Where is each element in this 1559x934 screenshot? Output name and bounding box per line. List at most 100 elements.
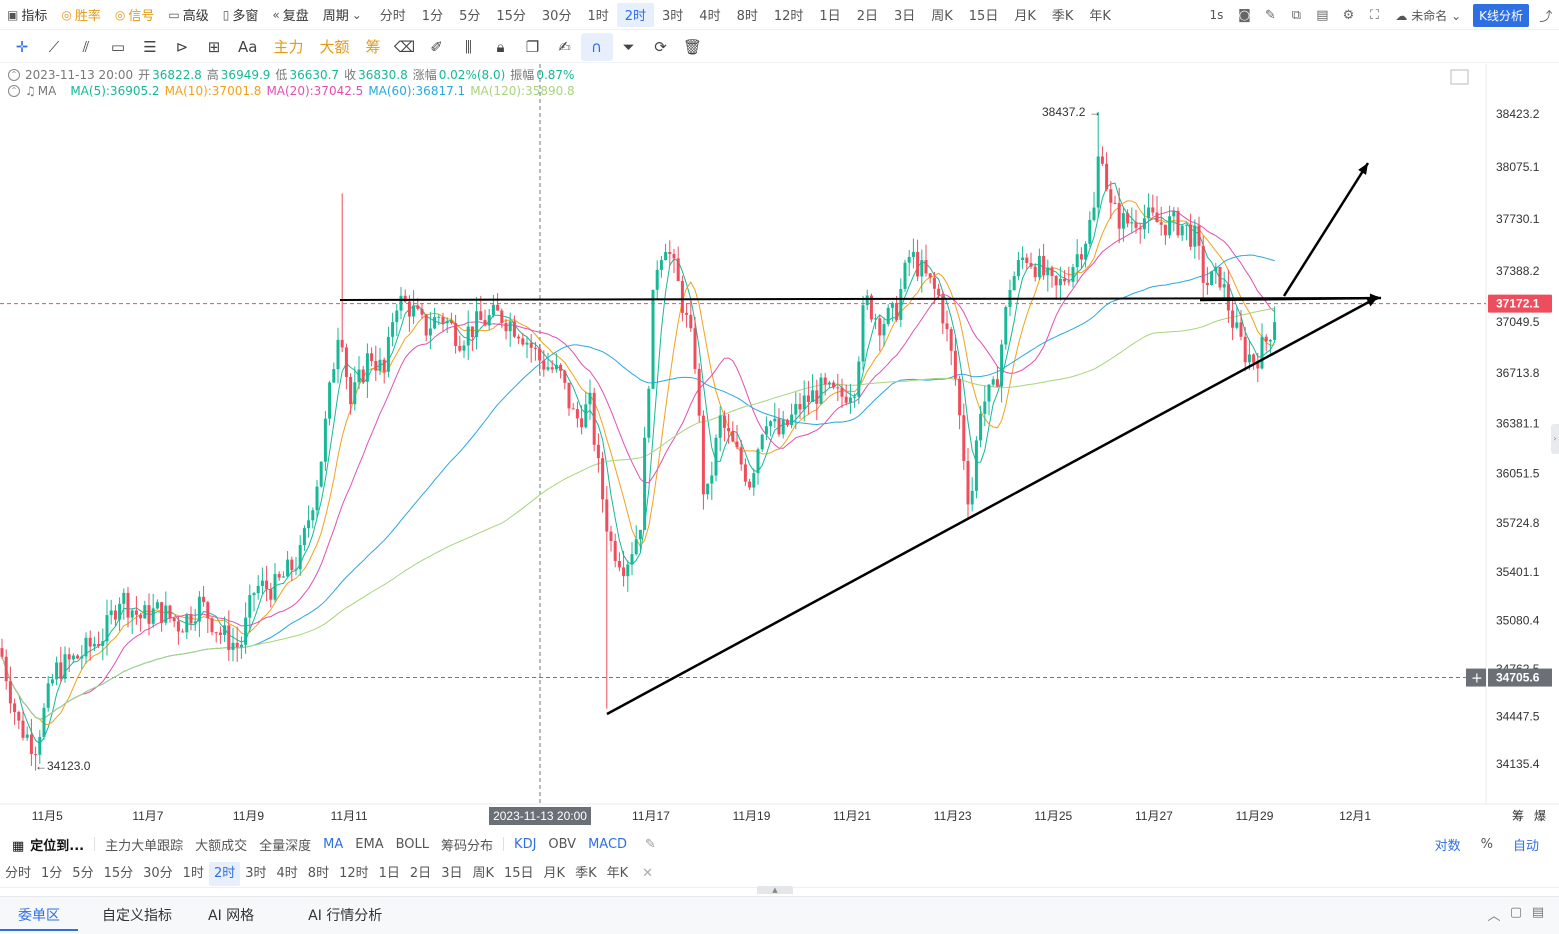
indicator-boll[interactable]: BOLL (395, 836, 430, 852)
period-6[interactable]: 2时 (616, 2, 655, 27)
tab-orders[interactable]: 委单区 (0, 901, 78, 931)
period-2[interactable]: 5分 (72, 865, 94, 881)
edit-indicators-icon[interactable]: ✎ (645, 836, 656, 852)
period-0[interactable]: 分时 (379, 9, 406, 24)
period-9[interactable]: 8时 (736, 9, 758, 24)
signal-menu[interactable]: ◎ 信号 (114, 7, 155, 25)
kline-chart[interactable]: 38423.2 38075.1 37730.1 37388.2 37049.5 36713… (0, 64, 1559, 830)
auto-scale-toggle[interactable]: 自动 (1512, 838, 1539, 854)
ruler-icon[interactable]: ⫼ (465, 37, 472, 56)
crosshair-icon[interactable]: ✛ (15, 37, 29, 56)
tab-custom-indicator[interactable]: 自定义指标 (102, 907, 172, 924)
window-icon[interactable]: ▤ (1531, 905, 1545, 920)
log-scale-toggle[interactable]: 对数 (1434, 838, 1461, 854)
period-18[interactable]: 年K (606, 865, 629, 881)
indicator-ema[interactable]: EMA (355, 836, 384, 852)
eraser-icon[interactable]: ⌫ (393, 37, 416, 56)
bell-icon[interactable]: ♫ (25, 84, 36, 98)
period-13[interactable]: 3日 (893, 9, 916, 24)
period-9[interactable]: 8时 (307, 865, 330, 881)
period-10[interactable]: 12时 (339, 865, 369, 881)
period-11[interactable]: 1日 (378, 865, 400, 881)
rectangle-icon[interactable]: ▭ (110, 37, 126, 56)
period-5[interactable]: 1时 (182, 865, 204, 881)
period-0[interactable]: 分时 (5, 865, 32, 881)
period-17[interactable]: 季K (575, 865, 597, 881)
copy-icon[interactable]: ❐ (525, 37, 540, 56)
period-14[interactable]: 周K (472, 865, 494, 881)
period-13[interactable]: 3日 (441, 865, 463, 881)
maximize-icon[interactable]: ▢ (1509, 905, 1523, 920)
close-icon[interactable]: ✕ (642, 865, 654, 881)
text-tool[interactable]: Aa (238, 37, 258, 56)
gear-icon[interactable]: ⚙ (1342, 7, 1355, 23)
winrate-menu[interactable]: ◎ 胜率 (61, 7, 101, 25)
period-12[interactable]: 2日 (856, 9, 878, 24)
period-7[interactable]: 3时 (245, 865, 267, 881)
indicator-obv[interactable]: OBV (548, 836, 577, 852)
main-force-tool[interactable]: 主力 (273, 38, 304, 56)
side-panel-toggle[interactable]: › (1551, 424, 1559, 454)
period-10[interactable]: 12时 (773, 9, 804, 24)
sync-icon[interactable]: ⟳ (654, 37, 667, 56)
indicator-chip[interactable]: 筹码分布 (441, 838, 494, 854)
brush-icon[interactable]: ✐ (430, 37, 443, 56)
trash-icon[interactable]: 🗑︎ (682, 37, 703, 56)
multiwindow-menu[interactable]: ▯ 多窗 (222, 7, 259, 25)
period-17[interactable]: 季K (1051, 9, 1074, 24)
layout-name[interactable]: ☁ 未命名 ⌄ (1395, 8, 1462, 23)
large-amount-tool[interactable]: 大额 (319, 38, 350, 56)
measure-icon[interactable]: ⊞ (207, 37, 221, 56)
pencil-icon[interactable]: ✎ (1264, 7, 1276, 23)
trendline-icon[interactable]: ⟋ (48, 37, 60, 56)
period-11[interactable]: 1日 (819, 9, 841, 24)
fib-icon[interactable]: ☰ (143, 37, 157, 56)
period-4[interactable]: 30分 (541, 9, 572, 24)
period-8[interactable]: 4时 (276, 865, 298, 881)
edit-icon[interactable]: ✍ (558, 37, 571, 56)
indicator-menu[interactable]: ▣ 指标 (7, 7, 48, 25)
period-3[interactable]: 15分 (103, 865, 134, 881)
period-1[interactable]: 1分 (41, 865, 63, 881)
period-3[interactable]: 15分 (496, 9, 526, 24)
period-15[interactable]: 15日 (968, 9, 999, 24)
parallel-channel-icon[interactable]: ⫽ (82, 37, 90, 56)
period-menu[interactable]: 周期 ⌄ (322, 7, 362, 25)
fullscreen-icon[interactable]: ⛶ (1369, 7, 1379, 23)
lock-icon[interactable]: 🔒︎ (496, 37, 505, 56)
period-15[interactable]: 15日 (504, 865, 534, 881)
period-8[interactable]: 4时 (699, 9, 721, 24)
indicator-kdj[interactable]: KDJ (514, 836, 537, 852)
indicator-macd[interactable]: MACD (588, 836, 628, 852)
collapse-icon[interactable]: ⌃ (8, 85, 20, 97)
chip-tool[interactable]: 筹 (365, 38, 381, 56)
magnet-icon[interactable]: ∩ (580, 32, 613, 61)
user-drawings[interactable] (339, 162, 1382, 716)
filter-icon[interactable]: ⏷ (622, 37, 635, 56)
period-5[interactable]: 1时 (587, 9, 609, 24)
period-2[interactable]: 5分 (459, 9, 481, 24)
refresh-rate[interactable]: 1s (1209, 8, 1224, 22)
period-16[interactable]: 月K (1014, 9, 1036, 24)
period-6[interactable]: 2时 (208, 861, 241, 886)
chevron-up-icon[interactable]: ︿ (1487, 909, 1501, 924)
resize-handle[interactable]: ▲ (757, 886, 793, 894)
indicator-large-trade[interactable]: 大额成交 (195, 838, 248, 854)
template-icon[interactable]: ▤ (1316, 7, 1329, 23)
pattern-icon[interactable]: ⊳ (175, 37, 189, 56)
share-icon[interactable]: ⤴ (1539, 9, 1553, 25)
camera-icon[interactable]: ◙ (1238, 7, 1251, 23)
percent-scale-toggle[interactable]: % (1480, 836, 1493, 852)
kline-analysis-button[interactable]: K线分析 (1473, 3, 1529, 27)
advanced-menu[interactable]: ▭ 高级 (168, 7, 209, 25)
period-18[interactable]: 年K (1089, 9, 1111, 24)
popout-icon[interactable]: ⧉ (1291, 7, 1302, 23)
locate-button[interactable]: ▦ 定位到... (12, 838, 85, 854)
period-14[interactable]: 周K (931, 9, 953, 24)
period-1[interactable]: 1分 (421, 9, 444, 24)
tab-ai-analysis[interactable]: AI 行情分析 (308, 907, 383, 924)
period-7[interactable]: 3时 (662, 9, 684, 24)
collapse-icon[interactable]: ⌃ (8, 68, 20, 81)
period-4[interactable]: 30分 (143, 865, 173, 881)
replay-menu[interactable]: «复盘 (272, 7, 309, 25)
